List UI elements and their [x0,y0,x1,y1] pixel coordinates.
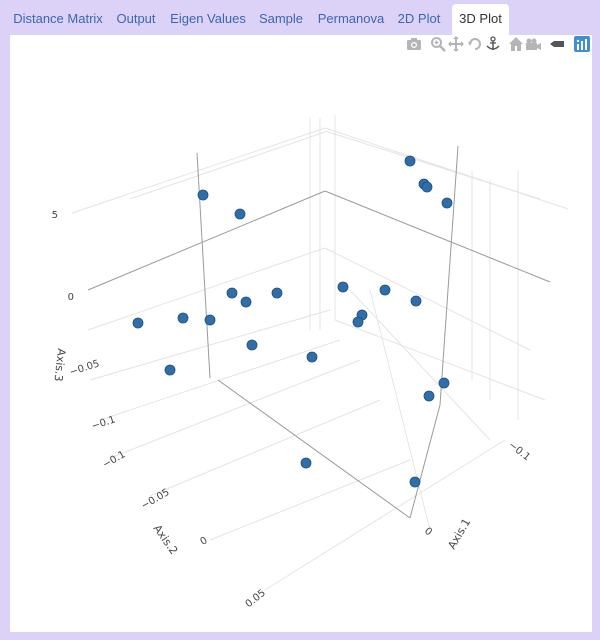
data-point[interactable] [246,339,258,351]
z-tick-label: −0.1 [90,414,117,432]
x-tick-label: 0 [422,526,434,539]
hover-toggle-icon[interactable] [549,36,565,52]
data-point[interactable] [300,457,312,469]
grid-lines [71,115,569,591]
data-point[interactable] [177,312,189,324]
tab-distance-matrix[interactable]: Distance Matrix [13,11,103,26]
data-point[interactable] [337,281,349,293]
plot-panel [10,35,592,632]
reset-camera-icon[interactable] [508,36,524,52]
y-tick-label: −0.05 [139,487,171,512]
data-point[interactable] [438,377,450,389]
data-point[interactable] [164,364,176,376]
camera-icon[interactable] [406,36,422,52]
tab-permanova[interactable]: Permanova [317,11,385,26]
data-point[interactable] [421,181,433,193]
y-axis-ticks: −0.1 −0.05 0 0.05 [101,449,268,610]
y-axis-title: Axis.2 [151,522,181,557]
pan-icon[interactable] [448,36,464,52]
axis-lines [87,145,551,519]
y-tick-label: 0.05 [244,588,268,610]
data-point[interactable] [132,317,144,329]
y-tick-label: 0 [198,535,209,548]
z-tick-label: 5 [52,210,58,221]
z-tick-label: −0.05 [68,358,101,378]
data-point[interactable] [441,197,453,209]
tab-2d-plot[interactable]: 2D Plot [397,11,441,26]
plotly-logo-icon[interactable] [574,36,590,52]
tab-3d-plot[interactable]: 3D Plot [452,4,509,36]
x-axis-title: Axis.1 [445,516,473,551]
data-point[interactable] [404,155,416,167]
data-point[interactable] [226,287,238,299]
z-tick-label: 0 [68,292,74,303]
orbit-rotation-icon[interactable] [467,36,483,52]
tab-sample[interactable]: Sample [258,11,304,26]
tab-output[interactable]: Output [116,11,156,26]
tab-bar: Distance Matrix Output Eigen Values Samp… [0,0,600,36]
data-point[interactable] [204,314,216,326]
x-axis-ticks: −0.1 0 [422,440,532,539]
data-point[interactable] [234,208,246,220]
y-tick-label: −0.1 [101,449,128,471]
data-point[interactable] [423,390,435,402]
data-point[interactable] [306,351,318,363]
z-axis-ticks: 5 0 −0.05 −0.1 [52,210,117,432]
data-point[interactable] [379,284,391,296]
data-point[interactable] [197,189,209,201]
data-point[interactable] [352,316,364,328]
data-point[interactable] [409,476,421,488]
tab-eigen-values[interactable]: Eigen Values [170,11,246,26]
data-point[interactable] [240,296,252,308]
zoom-icon[interactable] [430,36,446,52]
z-axis-title: Axis.3 [52,348,68,383]
data-point[interactable] [410,295,422,307]
x-tick-label: −0.1 [506,440,532,464]
data-points [132,155,453,488]
plot-modebar [406,36,590,52]
camera-view-icon[interactable] [525,36,541,52]
turntable-rotation-icon[interactable] [485,36,501,52]
data-point[interactable] [271,287,283,299]
